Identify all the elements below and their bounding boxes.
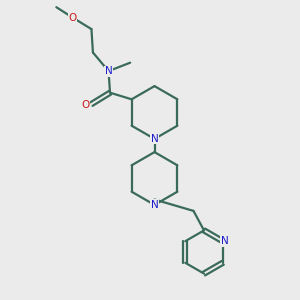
Text: O: O [69, 13, 77, 23]
Text: N: N [105, 66, 112, 76]
Text: N: N [151, 134, 158, 144]
Text: O: O [81, 100, 90, 110]
Text: N: N [151, 200, 158, 210]
Text: N: N [220, 236, 228, 246]
